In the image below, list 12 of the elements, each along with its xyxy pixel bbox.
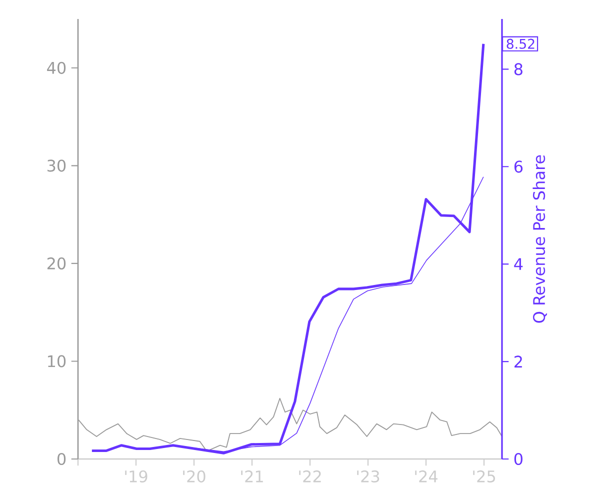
y2-tick-label: 2 xyxy=(514,356,522,368)
y2-tick-label: 0 xyxy=(514,452,522,466)
y2-tick-label: 4 xyxy=(514,258,523,270)
y-tick-label: 40 xyxy=(47,62,66,74)
y2-tick-label: 8 xyxy=(514,63,522,76)
y-tick-label: 0 xyxy=(58,452,66,466)
y-tick-label: 20 xyxy=(47,257,66,270)
y-tick-label: 30 xyxy=(48,160,66,172)
y2-tick-label: 6 xyxy=(514,160,523,173)
y-tick-label: 10 xyxy=(48,355,66,368)
y2-axis-title: Q Revenue Per Share xyxy=(532,155,547,323)
data-label: 8.52 xyxy=(506,38,534,49)
